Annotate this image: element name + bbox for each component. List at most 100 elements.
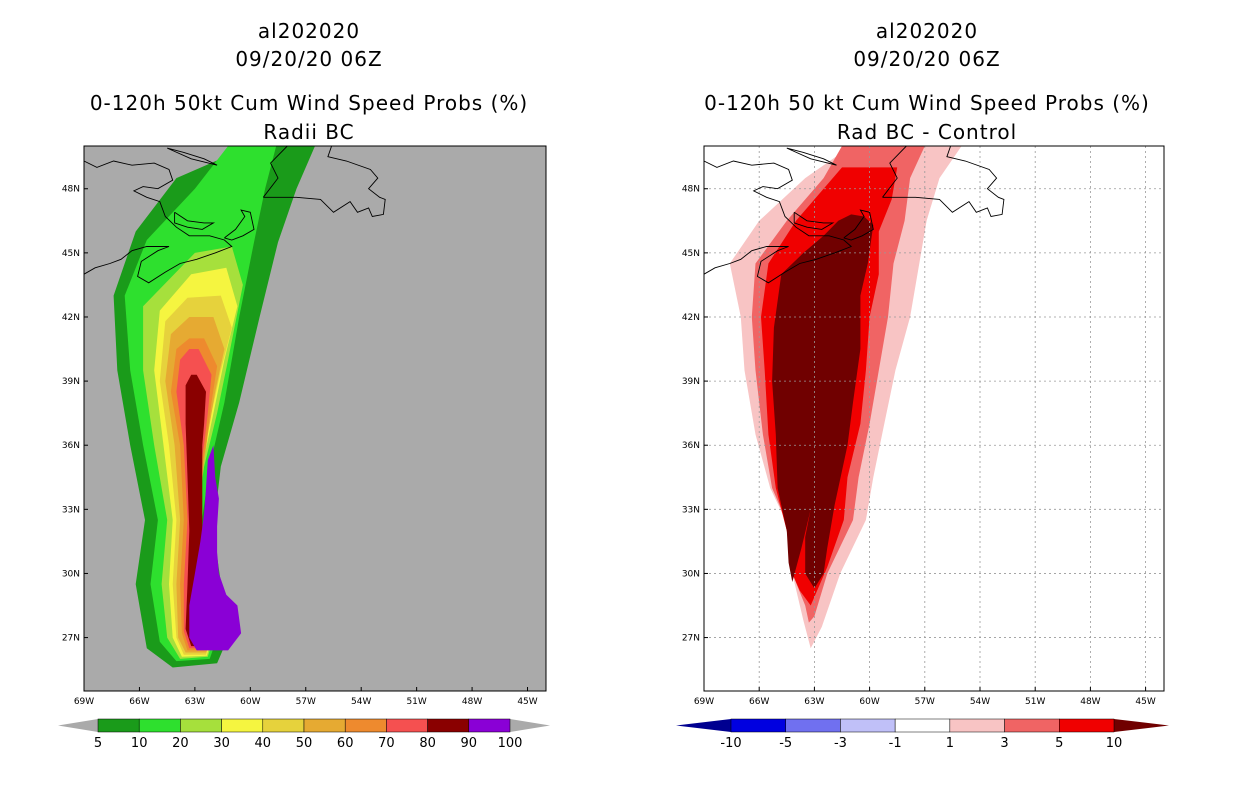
- x-tick-label-6: 51W: [406, 697, 426, 707]
- colorbar-label-7: 10: [1106, 736, 1123, 751]
- colorbar-label-1: 10: [131, 736, 148, 751]
- right-chart-panel: al202020 09/20/20 06Z 0-120h 50 kt Cum W…: [618, 0, 1236, 800]
- colorbar-swatch-4: [262, 718, 305, 733]
- x-tick-label-7: 48W: [462, 697, 482, 707]
- x-tick-label-3: 60W: [859, 697, 879, 707]
- colorbar-label-5: 3: [1000, 736, 1008, 751]
- colorbar-label-5: 50: [296, 736, 313, 751]
- x-tick-label-5: 54W: [351, 697, 371, 707]
- y-tick-label-3: 36N: [682, 441, 700, 451]
- colorbar-swatch-3: [221, 718, 264, 733]
- x-tick-label-0: 69W: [694, 697, 714, 707]
- colorbar-swatch-2: [840, 718, 896, 733]
- colorbar-label-2: 20: [172, 736, 189, 751]
- colorbar-label-6: 5: [1055, 736, 1063, 751]
- y-tick-label-5: 42N: [62, 313, 80, 323]
- colorbar-label-0: 5: [94, 736, 102, 751]
- y-tick-label-4: 39N: [682, 377, 700, 387]
- colorbar-extend-high: [1114, 719, 1169, 732]
- colorbar-swatch-1: [785, 718, 841, 733]
- x-tick-label-1: 66W: [129, 697, 149, 707]
- y-tick-label-1: 30N: [682, 569, 700, 579]
- contour-band-3: [772, 214, 874, 589]
- colorbar-label-8: 80: [419, 736, 436, 751]
- colorbar-swatch-4: [949, 718, 1005, 733]
- colorbar-swatch-5: [1004, 718, 1060, 733]
- left-chart-panel: al202020 09/20/20 06Z 0-120h 50kt Cum Wi…: [58, 19, 550, 751]
- y-tick-label-1: 30N: [62, 569, 80, 579]
- y-tick-label-7: 48N: [682, 185, 700, 195]
- x-tick-label-0: 69W: [74, 697, 94, 707]
- right-difference-map: 69W 66W 63W 60W 57W 54W 51W 48W 45W 27N 30N 33N 36N 3…: [676, 145, 1169, 751]
- plot-frame: [703, 145, 1165, 692]
- x-tick-label-4: 57W: [296, 697, 316, 707]
- colorbar-swatch-7: [386, 718, 428, 733]
- colorbar-swatch-8: [427, 718, 470, 733]
- left-chart-title: 0-120h 50kt Cum Wind Speed Probs (%): [89, 91, 529, 115]
- left-probability-map: 69W 66W 63W 60W 57W 54W 51W 48W 45W 27N 30N 33N 36N 3…: [58, 145, 550, 751]
- colorbar-swatch-5: [303, 718, 346, 733]
- coastline-0: [84, 160, 233, 284]
- coastline-3: [262, 146, 386, 218]
- y-tick-label-0: 27N: [62, 634, 80, 644]
- colorbar-swatch-6: [344, 718, 387, 733]
- colorbar-label-4: 1: [946, 736, 954, 751]
- colorbar-label-3: -1: [889, 736, 902, 751]
- colorbar-label-2: -3: [834, 736, 847, 751]
- coastline-4: [786, 147, 837, 166]
- y-tick-label-7: 48N: [62, 185, 80, 195]
- left-chart-subtitle: Radii BC: [263, 120, 355, 144]
- colorbar-label-3: 30: [213, 736, 230, 751]
- contour-band-8: [185, 374, 214, 647]
- x-tick-label-2: 63W: [804, 697, 824, 707]
- colorbar-label-0: -10: [720, 736, 741, 751]
- colorbar-swatch-2: [180, 718, 222, 733]
- colorbar-swatch-0: [730, 718, 786, 733]
- x-tick-label-6: 51W: [1025, 697, 1045, 707]
- y-tick-label-6: 45N: [682, 249, 700, 259]
- colorbar-label-7: 70: [378, 736, 395, 751]
- colorbar-extend-low: [676, 719, 731, 732]
- coastline-0: [704, 160, 853, 284]
- colorbar-swatch-9: [468, 718, 511, 733]
- colorbar-swatch-3: [894, 718, 951, 733]
- y-tick-label-2: 33N: [682, 505, 700, 515]
- y-tick-label-3: 36N: [62, 441, 80, 451]
- colorbar-swatch-6: [1059, 718, 1115, 733]
- x-tick-label-8: 45W: [517, 697, 537, 707]
- coastline-2: [843, 209, 874, 241]
- colorbar-label-4: 40: [255, 736, 272, 751]
- y-tick-label-6: 45N: [62, 249, 80, 259]
- x-tick-label-4: 57W: [915, 697, 935, 707]
- colorbar-extend-low: [58, 719, 98, 732]
- colorbar-label-9: 90: [461, 736, 478, 751]
- colorbar-label-1: -5: [779, 736, 792, 751]
- y-tick-label-2: 33N: [62, 505, 80, 515]
- colorbar-label-6: 60: [337, 736, 354, 751]
- right-chart-subtitle: Rad BC - Control: [836, 120, 1018, 144]
- colorbar-swatch-0: [97, 718, 140, 733]
- y-tick-label-0: 27N: [682, 634, 700, 644]
- x-tick-label-8: 45W: [1135, 697, 1155, 707]
- colorbar-extend-high: [510, 719, 550, 732]
- x-tick-label-7: 48W: [1080, 697, 1100, 707]
- coastline-1: [793, 211, 835, 230]
- coastline-2: [224, 209, 255, 241]
- x-tick-label-5: 54W: [970, 697, 990, 707]
- x-tick-label-2: 63W: [185, 697, 205, 707]
- left-datetime: 09/20/20 06Z: [235, 47, 383, 71]
- right-datetime: 09/20/20 06Z: [853, 47, 1001, 71]
- x-tick-label-3: 60W: [240, 697, 260, 707]
- y-tick-label-4: 39N: [62, 377, 80, 387]
- y-tick-label-5: 42N: [682, 313, 700, 323]
- right-chart-title: 0-120h 50 kt Cum Wind Speed Probs (%): [704, 91, 1150, 115]
- plot-frame: [83, 145, 547, 692]
- coastline-3: [882, 146, 1005, 218]
- contour-band-9: [189, 445, 242, 651]
- right-storm-id: al202020: [875, 19, 979, 43]
- colorbar-swatch-1: [138, 718, 181, 733]
- coastline-1: [174, 211, 216, 230]
- x-tick-label-1: 66W: [749, 697, 769, 707]
- colorbar-label-10: 100: [498, 736, 523, 751]
- left-storm-id: al202020: [257, 19, 361, 43]
